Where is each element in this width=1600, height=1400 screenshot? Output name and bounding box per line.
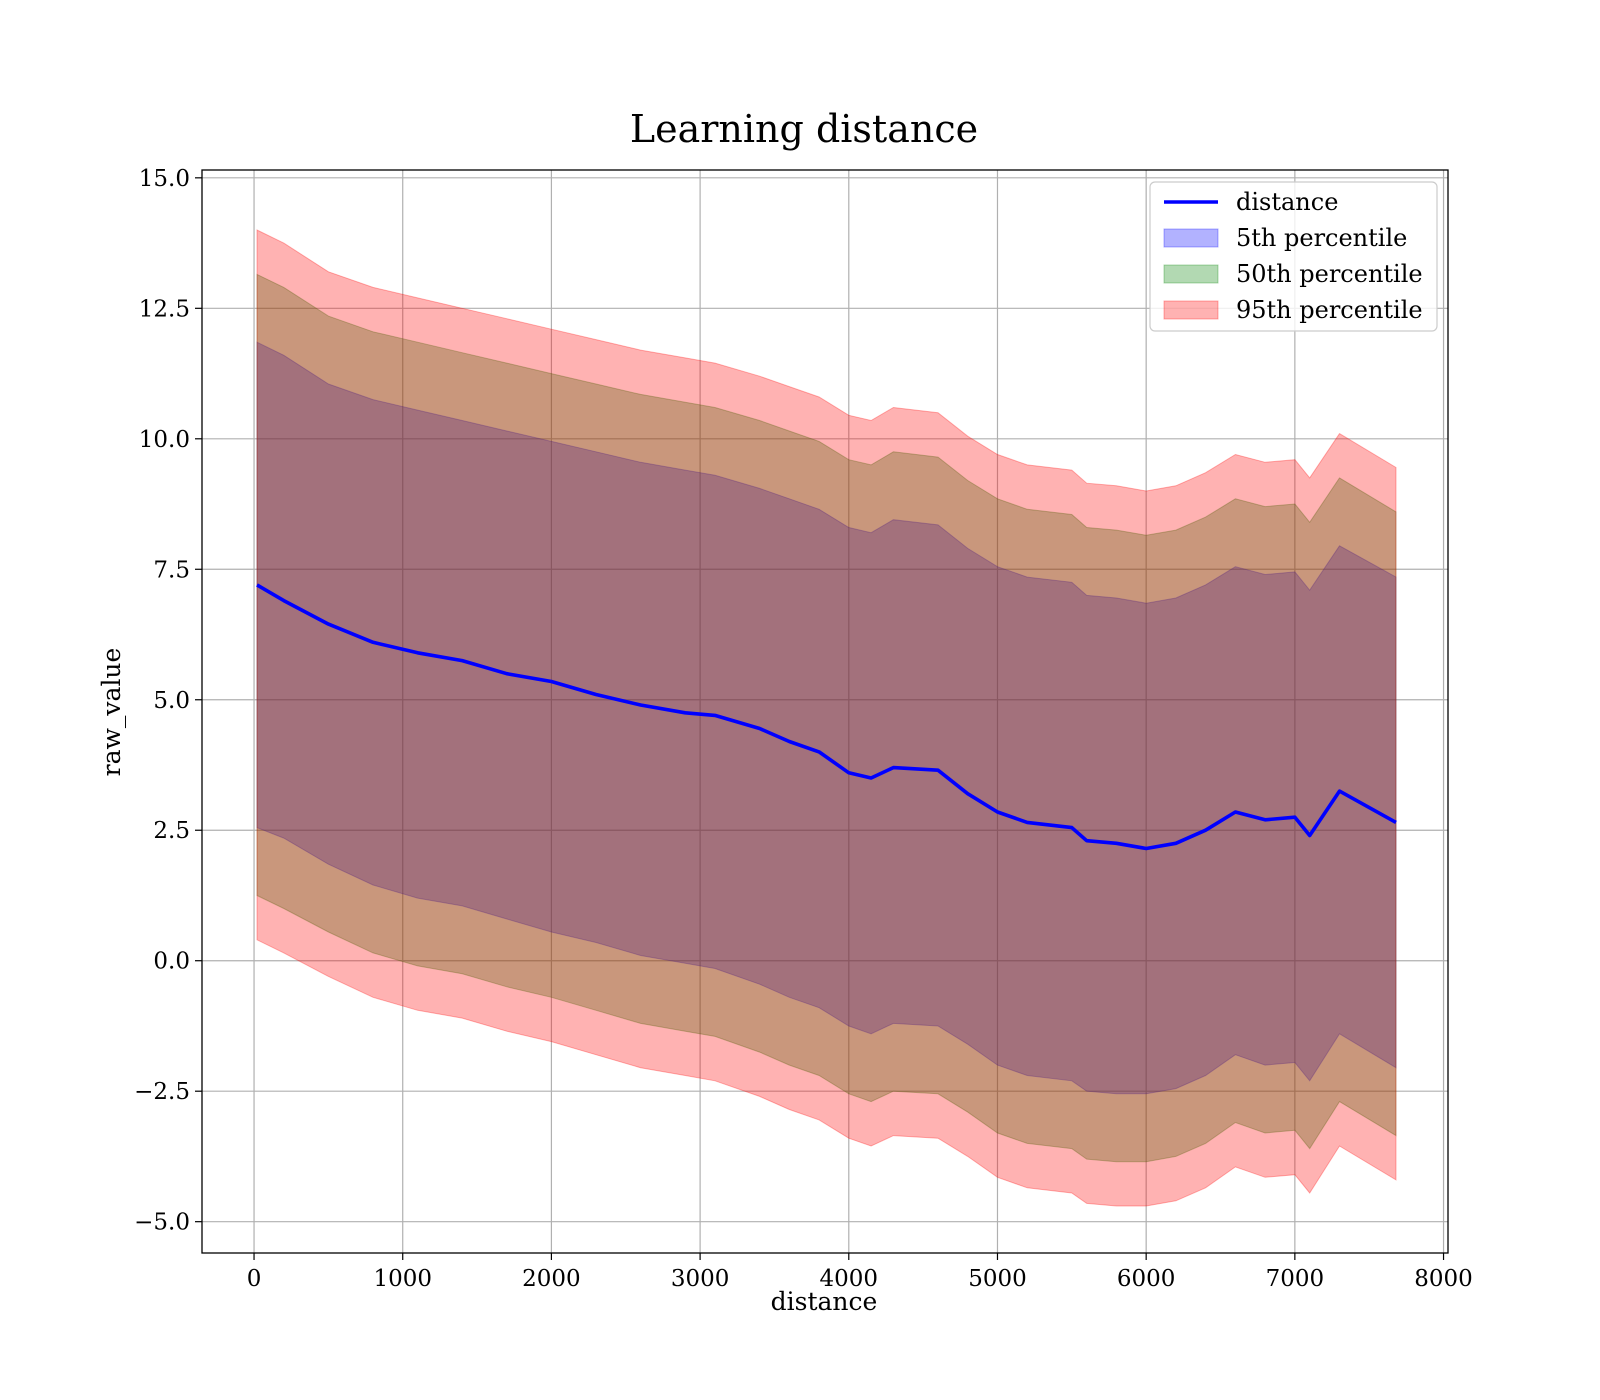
y-tick-label: 5.0 xyxy=(153,688,190,714)
chart-title: Learning distance xyxy=(630,107,978,151)
x-tick-label: 8000 xyxy=(1414,1266,1473,1292)
distance-legend-label: distance xyxy=(1236,188,1338,216)
5th-percentile-band xyxy=(256,341,1397,1095)
y-tick-label: 2.5 xyxy=(153,818,190,844)
95th-percentile-band xyxy=(256,229,1397,1207)
grid-lines xyxy=(202,170,1448,1253)
y-tick-label: −2.5 xyxy=(134,1079,190,1105)
plot-area-frame xyxy=(201,169,1449,1254)
y-tick-label: 10.0 xyxy=(139,427,190,453)
axis-ticks: 0 1000 2000 3000 4000 5000 6000 7000 8000 −5.0 −2.… xyxy=(134,166,1473,1292)
percentile-bands xyxy=(256,229,1397,1207)
x-tick-label: 6000 xyxy=(1117,1266,1176,1292)
y-tick-label: 12.5 xyxy=(139,296,190,322)
legend: distance 5th percentile 50th percentile 95t… xyxy=(1149,181,1438,332)
95th-percentile-legend-label: 95th percentile xyxy=(1236,296,1423,324)
distance-line xyxy=(256,583,1397,851)
x-tick-label: 4000 xyxy=(820,1266,879,1292)
5th-percentile-legend-swatch xyxy=(1163,228,1219,248)
x-tick-label: 2000 xyxy=(522,1266,581,1292)
50th-percentile-band xyxy=(256,273,1397,1163)
95th-percentile-legend-swatch xyxy=(1163,300,1219,320)
y-tick-label: 15.0 xyxy=(139,166,190,192)
distance-series xyxy=(256,583,1397,851)
x-tick-label: 0 xyxy=(247,1266,262,1292)
x-axis-label: distance xyxy=(771,1287,878,1316)
x-tick-label: 7000 xyxy=(1266,1266,1325,1292)
x-tick-label: 5000 xyxy=(968,1266,1027,1292)
50th-percentile-legend-swatch xyxy=(1163,264,1219,284)
y-tick-label: 0.0 xyxy=(153,949,190,975)
legend-box xyxy=(1149,181,1438,332)
5th-percentile-legend-label: 5th percentile xyxy=(1236,224,1407,252)
y-axis-label: raw_value xyxy=(97,648,126,777)
y-tick-label: 7.5 xyxy=(153,557,190,583)
y-tick-label: −5.0 xyxy=(134,1210,190,1236)
x-tick-label: 3000 xyxy=(671,1266,730,1292)
x-tick-label: 1000 xyxy=(373,1266,432,1292)
50th-percentile-legend-label: 50th percentile xyxy=(1236,260,1423,288)
